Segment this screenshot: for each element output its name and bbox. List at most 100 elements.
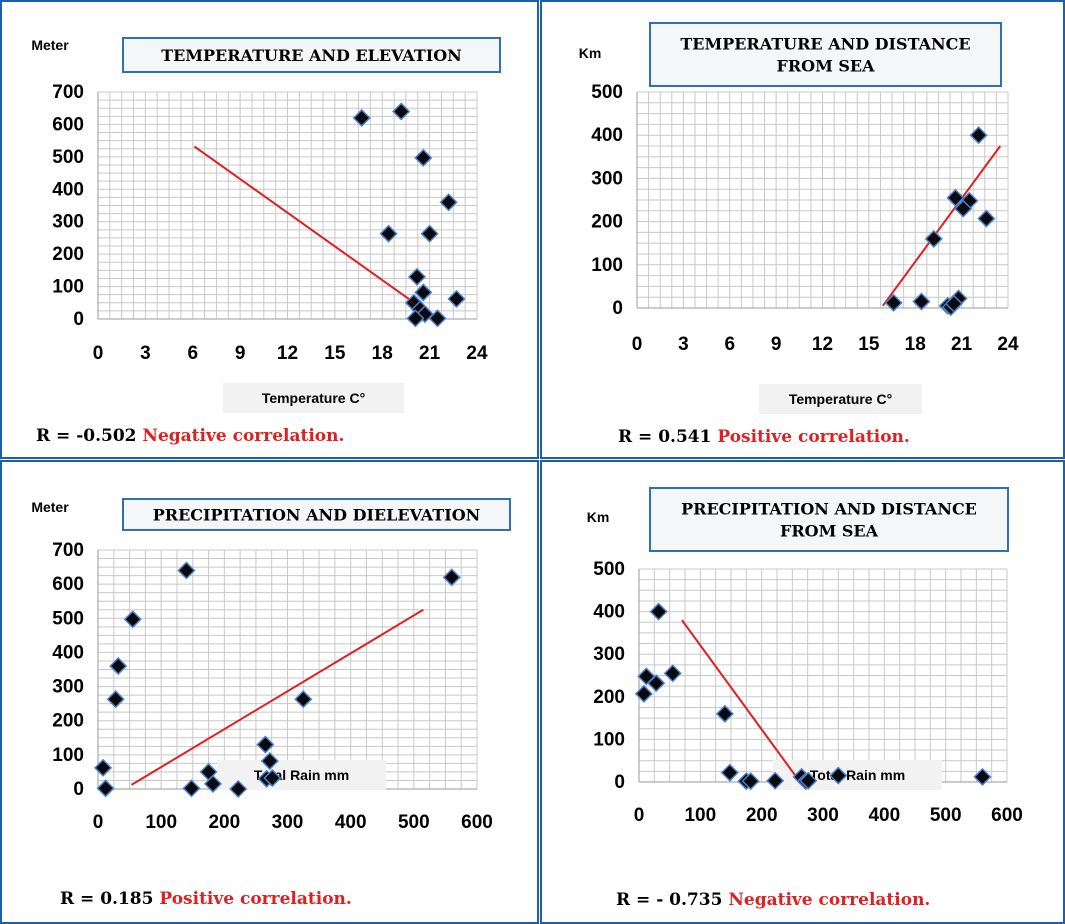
chart-title-box: [649, 22, 1002, 87]
data-point: [766, 771, 785, 790]
panel-precipitation-elevation: 0 100 200 300 400 500 600 700 0 100 200 300 400 500 60…: [0, 460, 539, 924]
y-tick-label: 700: [52, 540, 84, 561]
x-tick-label: 15: [858, 334, 880, 355]
correlation-description: Negative correlation.: [142, 426, 345, 446]
y-tick-label: 600: [52, 574, 84, 595]
data-point: [973, 767, 992, 786]
y-tick-label: 0: [614, 772, 625, 793]
y-tick-label: 100: [591, 255, 623, 276]
y-tick-label: 0: [73, 309, 84, 330]
data-point: [96, 779, 115, 798]
x-tick-label: 9: [771, 334, 782, 355]
x-tick-label: 0: [632, 334, 643, 355]
scatter-chart-precipitation-distance: 0 100 200 300 400 500 0 100 200 300 400 500 600 Km Tot…: [587, 487, 1023, 826]
x-tick-label: 200: [746, 805, 778, 826]
data-point: [379, 224, 398, 243]
x-tick-label: 400: [335, 812, 367, 833]
correlation-description: Positive correlation.: [717, 427, 910, 447]
data-point: [969, 126, 988, 145]
data-point: [428, 309, 447, 328]
chart-title: TEMPERATURE AND ELEVATION: [161, 46, 462, 65]
x-tick-label: 21: [951, 334, 973, 355]
data-point: [294, 690, 313, 709]
x-tick-label: 18: [372, 343, 393, 364]
data-points: [93, 561, 461, 799]
x-tick-label: 200: [208, 812, 240, 833]
correlation-note: R = 0.541 Positive correlation.: [618, 427, 910, 447]
y-tick-label: 400: [52, 179, 84, 200]
chart-title-box: [122, 37, 501, 73]
x-tick-label: 0: [93, 812, 104, 833]
data-point: [912, 292, 931, 311]
x-tick-label: 12: [277, 343, 298, 364]
data-point: [256, 735, 275, 754]
x-tick-label: 500: [398, 812, 430, 833]
x-axis-label-box: [759, 384, 922, 414]
x-tick-label: 3: [140, 343, 151, 364]
x-axis-label: Total Rain mm: [810, 767, 905, 783]
x-axis-label-box: [217, 760, 386, 790]
chart-title: PRECIPITATION AND DIELEVATION: [153, 506, 481, 525]
y-tick-label: 500: [591, 82, 623, 103]
correlation-r-value: R = 0.185: [60, 889, 154, 909]
data-point: [977, 209, 996, 228]
x-tick-label: 600: [991, 805, 1023, 826]
x-axis-label: Temperature C°: [789, 391, 892, 407]
data-point: [715, 704, 734, 723]
x-tick-label: 0: [634, 805, 645, 826]
data-point: [420, 224, 439, 243]
y-tick-label: 700: [52, 82, 84, 103]
y-tick-label: 0: [612, 298, 623, 319]
data-point: [946, 188, 965, 207]
data-point: [106, 690, 125, 709]
correlation-r-value: R = -0.502: [36, 426, 137, 446]
data-point: [407, 267, 427, 286]
data-point: [634, 684, 653, 703]
data-point: [123, 610, 142, 629]
data-point: [447, 289, 466, 308]
y-tick-label: 200: [52, 244, 84, 265]
data-point: [944, 294, 963, 313]
chart-title-box: [649, 487, 1009, 552]
data-point: [720, 763, 739, 782]
correlation-r-value: R = - 0.735: [616, 890, 723, 910]
data-points: [634, 602, 992, 791]
chart-title-box: [122, 498, 511, 531]
data-point: [177, 561, 196, 580]
y-tick-label: 200: [52, 711, 84, 732]
x-tick-label: 300: [807, 805, 839, 826]
y-tick-label: 100: [52, 745, 84, 766]
data-point: [414, 283, 433, 302]
x-tick-label: 9: [235, 343, 246, 364]
data-point: [93, 758, 113, 777]
x-tick-label: 400: [868, 805, 900, 826]
data-point: [352, 108, 371, 128]
x-tick-label: 100: [145, 812, 177, 833]
data-point: [203, 774, 223, 793]
data-point: [884, 293, 903, 312]
gridlines: [97, 549, 478, 790]
correlation-note: R = -0.502 Negative correlation.: [36, 426, 344, 446]
trendline: [130, 608, 424, 786]
y-tick-label: 600: [52, 114, 84, 135]
y-tick-label: 500: [52, 147, 84, 168]
y-axis-label: Km: [587, 509, 610, 525]
y-tick-label: 300: [52, 677, 84, 698]
gridlines: [638, 568, 1008, 783]
data-point: [924, 229, 943, 248]
data-point: [406, 309, 425, 328]
data-point: [439, 193, 458, 212]
x-tick-label: 21: [419, 343, 441, 364]
trendline: [681, 619, 800, 781]
data-point: [229, 779, 248, 799]
data-points: [884, 126, 996, 317]
data-point: [741, 772, 760, 791]
data-point: [182, 779, 201, 798]
correlation-note: R = 0.185 Positive correlation.: [60, 889, 352, 909]
y-tick-label: 200: [591, 212, 623, 233]
data-point: [109, 657, 128, 676]
x-tick-label: 6: [187, 343, 198, 364]
y-tick-label: 500: [52, 608, 84, 629]
y-axis-label: Meter: [31, 499, 69, 515]
y-tick-label: 400: [52, 642, 84, 663]
